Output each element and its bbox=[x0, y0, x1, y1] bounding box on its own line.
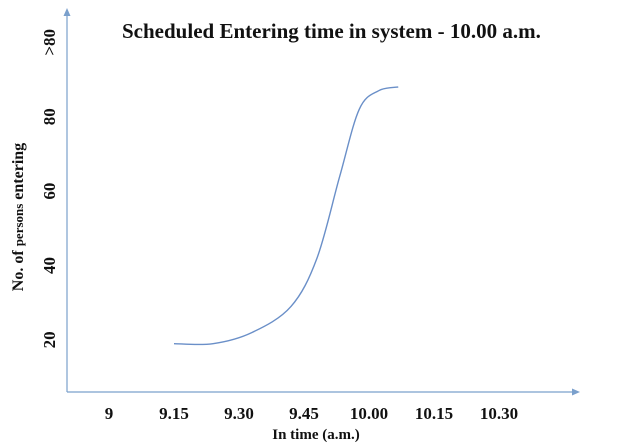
chart-title: Scheduled Entering time in system - 10.0… bbox=[122, 19, 541, 43]
x-tick-labels: 9 9.15 9.30 9.45 10.00 10.15 10.30 bbox=[105, 404, 518, 423]
x-tick-label: 10.30 bbox=[480, 404, 518, 423]
x-axis-label: In time (a.m.) bbox=[272, 427, 359, 443]
x-tick-label: 10.00 bbox=[350, 404, 388, 423]
y-tick-label: 80 bbox=[40, 108, 59, 125]
series-layer bbox=[173, 86, 399, 346]
series-line bbox=[173, 86, 399, 346]
y-tick-labels: 20 40 60 80 >80 bbox=[40, 29, 59, 348]
y-axis-label-suffix: entering bbox=[10, 143, 27, 204]
y-axis-label-prefix: No. of bbox=[10, 246, 27, 291]
x-tick-label: 9.15 bbox=[159, 404, 189, 423]
y-tick-label: 40 bbox=[40, 257, 59, 274]
x-tick-label: 9.45 bbox=[289, 404, 319, 423]
x-tick-label: 9.30 bbox=[224, 404, 254, 423]
y-tick-label: 20 bbox=[40, 331, 59, 348]
y-axis-label-middle: persons bbox=[11, 204, 26, 247]
y-axis-arrow-icon bbox=[63, 8, 71, 16]
x-axis-arrow-icon bbox=[572, 388, 580, 396]
axes bbox=[63, 8, 580, 396]
y-tick-label: 60 bbox=[40, 183, 59, 200]
y-tick-label: >80 bbox=[40, 29, 59, 56]
x-tick-label: 9 bbox=[105, 404, 114, 423]
x-tick-label: 10.15 bbox=[415, 404, 453, 423]
y-axis-label: No. of persons entering bbox=[10, 143, 27, 291]
